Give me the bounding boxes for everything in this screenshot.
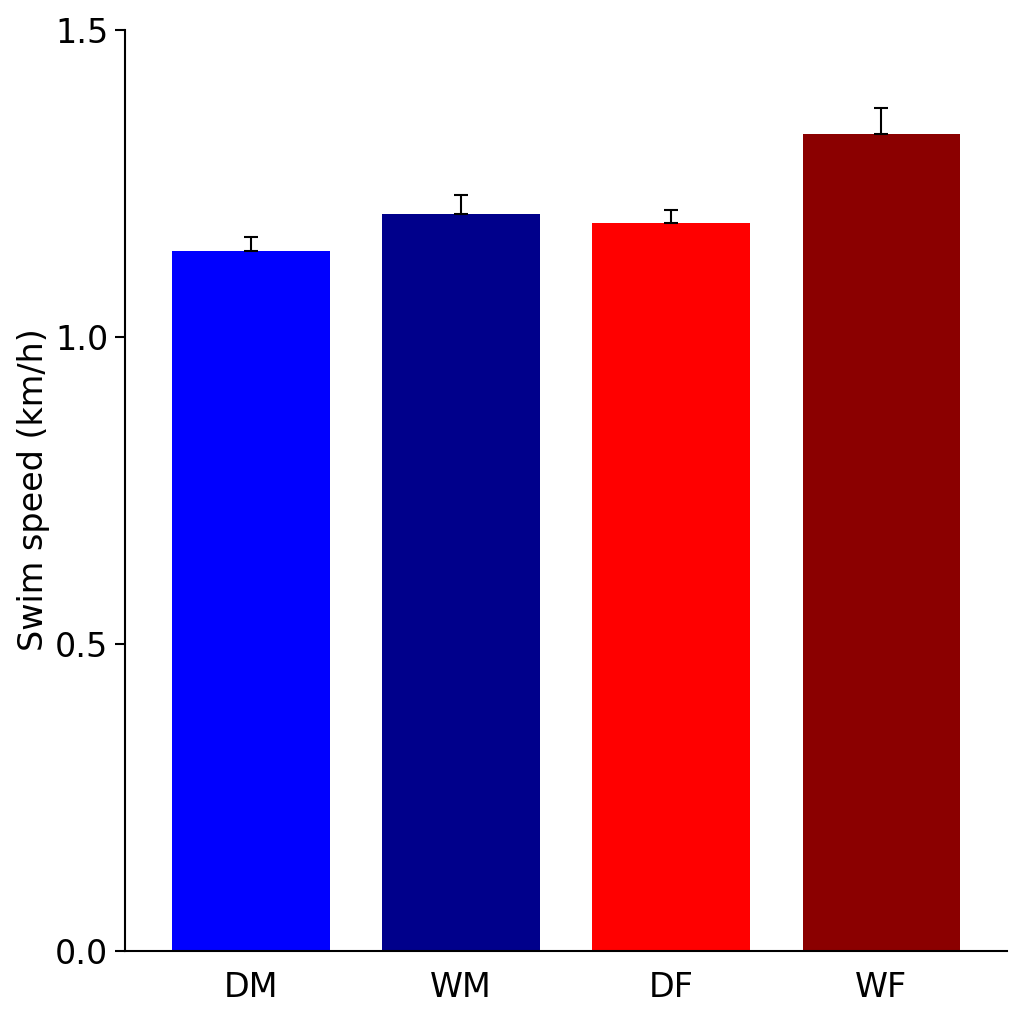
Bar	[803, 134, 961, 951]
Bar	[172, 251, 330, 951]
Y-axis label: Swim speed (km/h): Swim speed (km/h)	[16, 329, 50, 651]
Bar	[593, 223, 750, 951]
Bar	[382, 213, 540, 951]
